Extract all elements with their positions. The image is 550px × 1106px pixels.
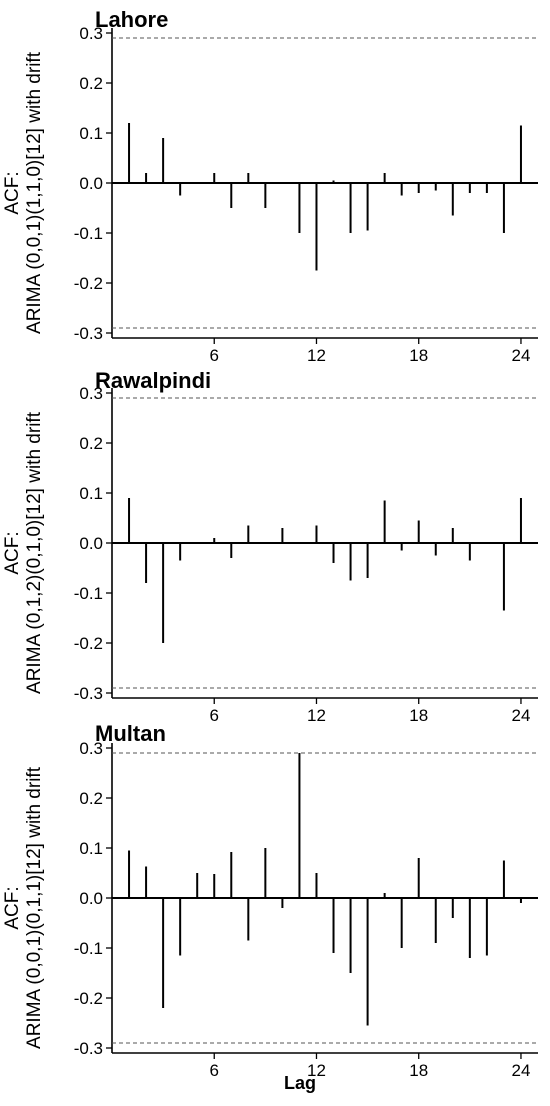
y-axis-label-line2: ARIMA (0,0,1)(1,1,0)[12] with drift: [24, 51, 45, 334]
y-axis-label-line2: ARIMA (0,0,1)(0,1,1)[12] with drift: [24, 766, 45, 1049]
acf-plot-multan: 0.3 0.2 0.1 0.0 -0.1 -0.2 -0.3 6 12 18 24 ACF: ARIMA…: [2, 739, 538, 1080]
y-tick-label: 0.3: [79, 384, 103, 403]
y-tick-label: -0.3: [74, 324, 103, 343]
x-tick-label: 6: [210, 1061, 219, 1080]
panel-title: Lahore: [95, 7, 169, 32]
panel-lahore: Lahore 0.3 0.2 0.1 0.0 -0.1 -0.2 -0.3 6 12 18 24 AC…: [0, 0, 550, 365]
y-tick-label: -0.3: [74, 684, 103, 703]
y-tick-label: 0.1: [79, 839, 103, 858]
y-axis-label-line1: ACF:: [2, 531, 23, 574]
y-tick-label: 0.0: [79, 889, 103, 908]
acf-plot-lahore: 0.3 0.2 0.1 0.0 -0.1 -0.2 -0.3 6 12 18 24 ACF: ARIMA…: [2, 24, 538, 365]
panel-title: Rawalpindi: [95, 368, 212, 393]
x-axis-label: Lag: [283, 1073, 316, 1093]
y-tick-label: 0.0: [79, 534, 103, 553]
acf-plot-rawalpindi: 0.3 0.2 0.1 0.0 -0.1 -0.2 -0.3 6 12 18 24 ACF: ARIMA…: [2, 384, 538, 725]
y-axis-label: ACF: ARIMA (0,0,1)(0,1,1)[12] with drift: [2, 766, 45, 1049]
x-tick-label: 24: [511, 706, 530, 725]
y-axis-label: ACF: ARIMA (0,1,2)(0,1,0)[12] with drift: [2, 411, 45, 694]
y-tick-label: 0.3: [79, 739, 103, 758]
y-axis-label-line1: ACF:: [2, 886, 23, 929]
y-axis-label-line2: ARIMA (0,1,2)(0,1,0)[12] with drift: [24, 411, 45, 694]
panel-rawalpindi: Rawalpindi 0.3 0.2 0.1 0.0 -0.1 -0.2 -0.3 6 12 18…: [0, 360, 550, 725]
y-tick-label: -0.2: [74, 989, 103, 1008]
x-tick-label: 12: [307, 706, 326, 725]
y-tick-label: -0.1: [74, 584, 103, 603]
y-tick-label: 0.0: [79, 174, 103, 193]
x-tick-label: 18: [409, 706, 428, 725]
y-tick-label: 0.1: [79, 484, 103, 503]
x-tick-label: 24: [511, 1061, 530, 1080]
y-tick-label: 0.1: [79, 124, 103, 143]
y-axis-label-line1: ACF:: [2, 171, 23, 214]
y-axis-label: ACF: ARIMA (0,0,1)(1,1,0)[12] with drift: [2, 51, 45, 334]
x-tick-label: 12: [307, 1061, 326, 1080]
panel-title: Multan: [95, 721, 166, 746]
x-tick-label: 18: [409, 1061, 428, 1080]
x-tick-label: 24: [511, 346, 530, 365]
y-tick-label: -0.1: [74, 939, 103, 958]
y-tick-label: 0.2: [79, 789, 103, 808]
x-tick-label: 6: [210, 346, 219, 365]
y-tick-label: 0.3: [79, 24, 103, 43]
x-tick-label: 18: [409, 346, 428, 365]
x-tick-label: 12: [307, 346, 326, 365]
y-tick-label: -0.2: [74, 274, 103, 293]
y-tick-label: -0.2: [74, 634, 103, 653]
y-tick-label: -0.3: [74, 1039, 103, 1058]
y-tick-label: 0.2: [79, 74, 103, 93]
panel-multan: Multan 0.3 0.2 0.1 0.0 -0.1 -0.2 -0.3 6 12 18 24 AC…: [0, 715, 550, 1080]
x-tick-label: 6: [210, 706, 219, 725]
y-tick-label: 0.2: [79, 434, 103, 453]
y-tick-label: -0.1: [74, 224, 103, 243]
